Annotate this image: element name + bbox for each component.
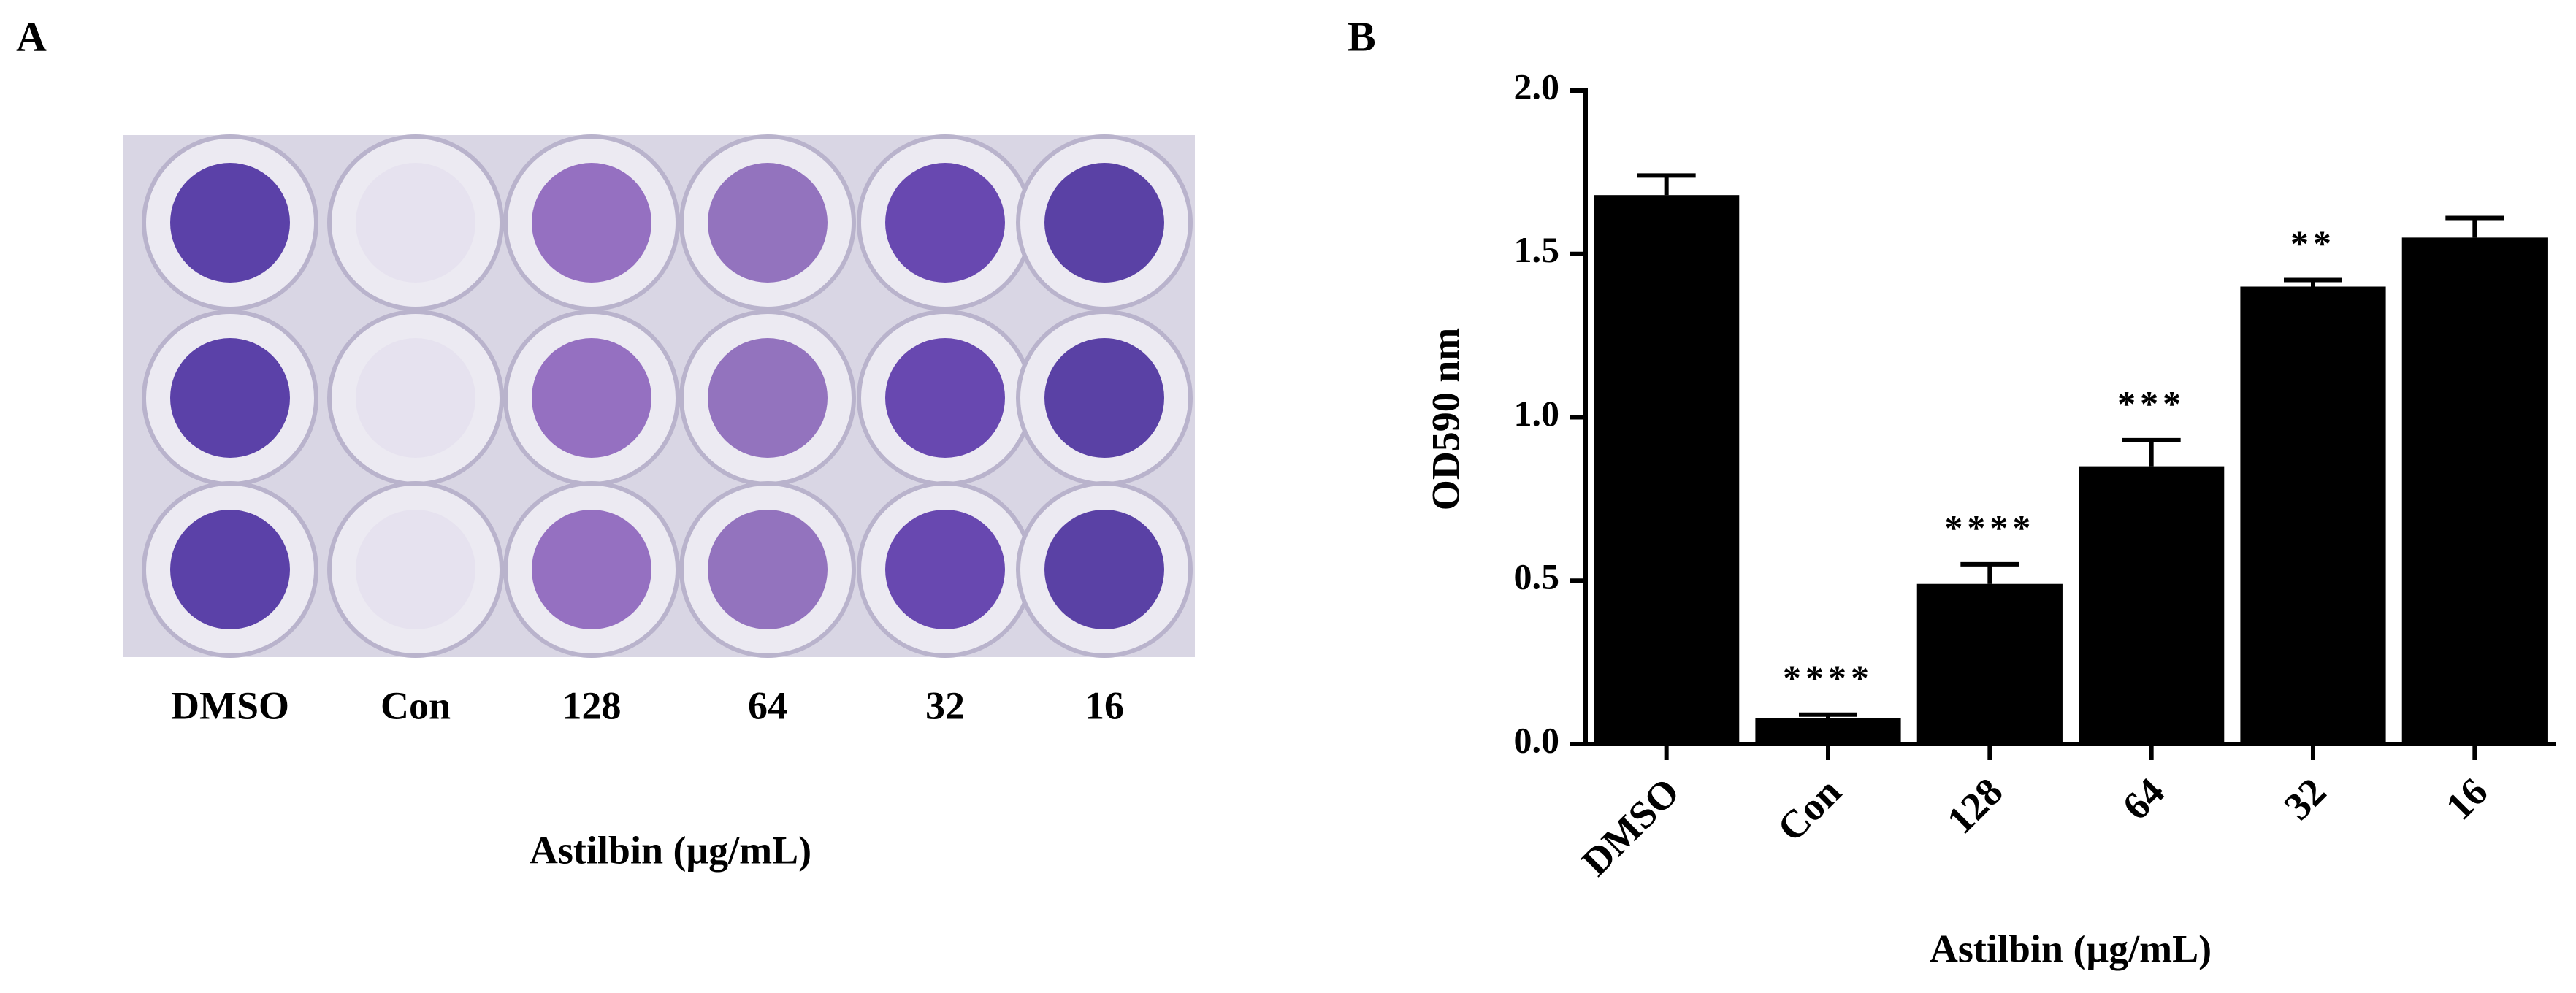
well-stain xyxy=(708,510,828,629)
panel-label: A xyxy=(16,12,47,60)
well-stain xyxy=(356,510,475,629)
well-stain xyxy=(1044,510,1164,629)
lane-label: 16 xyxy=(1085,683,1124,727)
significance: **** xyxy=(1783,657,1873,698)
well-stain xyxy=(708,163,828,283)
error-bar xyxy=(1960,561,2019,584)
x-tick-label: 64 xyxy=(2114,770,2173,829)
well-stain xyxy=(708,338,828,458)
lane-label: 64 xyxy=(748,683,787,727)
x-tick-label: 128 xyxy=(1938,770,2011,843)
x-tick-label: DMSO xyxy=(1573,770,1688,884)
y-tick-label: 2.0 xyxy=(1514,66,1560,107)
x-axis-label: Astilbin (μg/mL) xyxy=(1930,927,2212,970)
bar xyxy=(2240,286,2386,744)
bar xyxy=(1594,195,1740,744)
significance: *** xyxy=(2117,383,2185,423)
lane-label: Con xyxy=(381,683,451,727)
well-stain xyxy=(1044,338,1164,458)
well-stain xyxy=(885,163,1005,283)
y-tick-label: 1.0 xyxy=(1514,393,1560,434)
error-bar xyxy=(2445,215,2504,238)
well-stain xyxy=(170,163,290,283)
significance: **** xyxy=(1944,507,2035,548)
y-tick-label: 0.0 xyxy=(1514,719,1560,760)
wells xyxy=(142,134,1193,658)
well-stain xyxy=(170,510,290,629)
x-tick-label: 16 xyxy=(2437,770,2496,829)
error-bar xyxy=(2284,277,2342,287)
lane-label: 128 xyxy=(562,683,622,727)
bar xyxy=(1755,718,1901,744)
significance: ** xyxy=(2290,223,2336,264)
error-bar xyxy=(2122,437,2181,467)
well-stain xyxy=(532,338,651,458)
well-stain xyxy=(885,338,1005,458)
panel-a-xlabel: Astilbin (μg/mL) xyxy=(530,828,811,872)
y-axis-label: OD590 nm xyxy=(1423,328,1467,511)
x-tick-label: 32 xyxy=(2276,770,2335,829)
bar xyxy=(2401,237,2548,744)
y-tick-label: 0.5 xyxy=(1514,556,1560,597)
well-stain xyxy=(170,338,290,458)
well-stain xyxy=(885,510,1005,629)
lane-label: DMSO xyxy=(171,683,289,727)
bar xyxy=(2079,466,2225,744)
error-bar xyxy=(1637,173,1696,196)
x-tick-label: Con xyxy=(1769,770,1849,850)
well-stain xyxy=(532,163,651,283)
y-tick-label: 1.5 xyxy=(1514,229,1560,270)
well-stain xyxy=(532,510,651,629)
panel-label: B xyxy=(1348,12,1376,60)
well-stain xyxy=(356,338,475,458)
error-bar xyxy=(1799,712,1857,718)
well-stain xyxy=(356,163,475,283)
bar xyxy=(1916,583,2063,744)
lane-label: 32 xyxy=(925,683,965,727)
well-stain xyxy=(1044,163,1164,283)
